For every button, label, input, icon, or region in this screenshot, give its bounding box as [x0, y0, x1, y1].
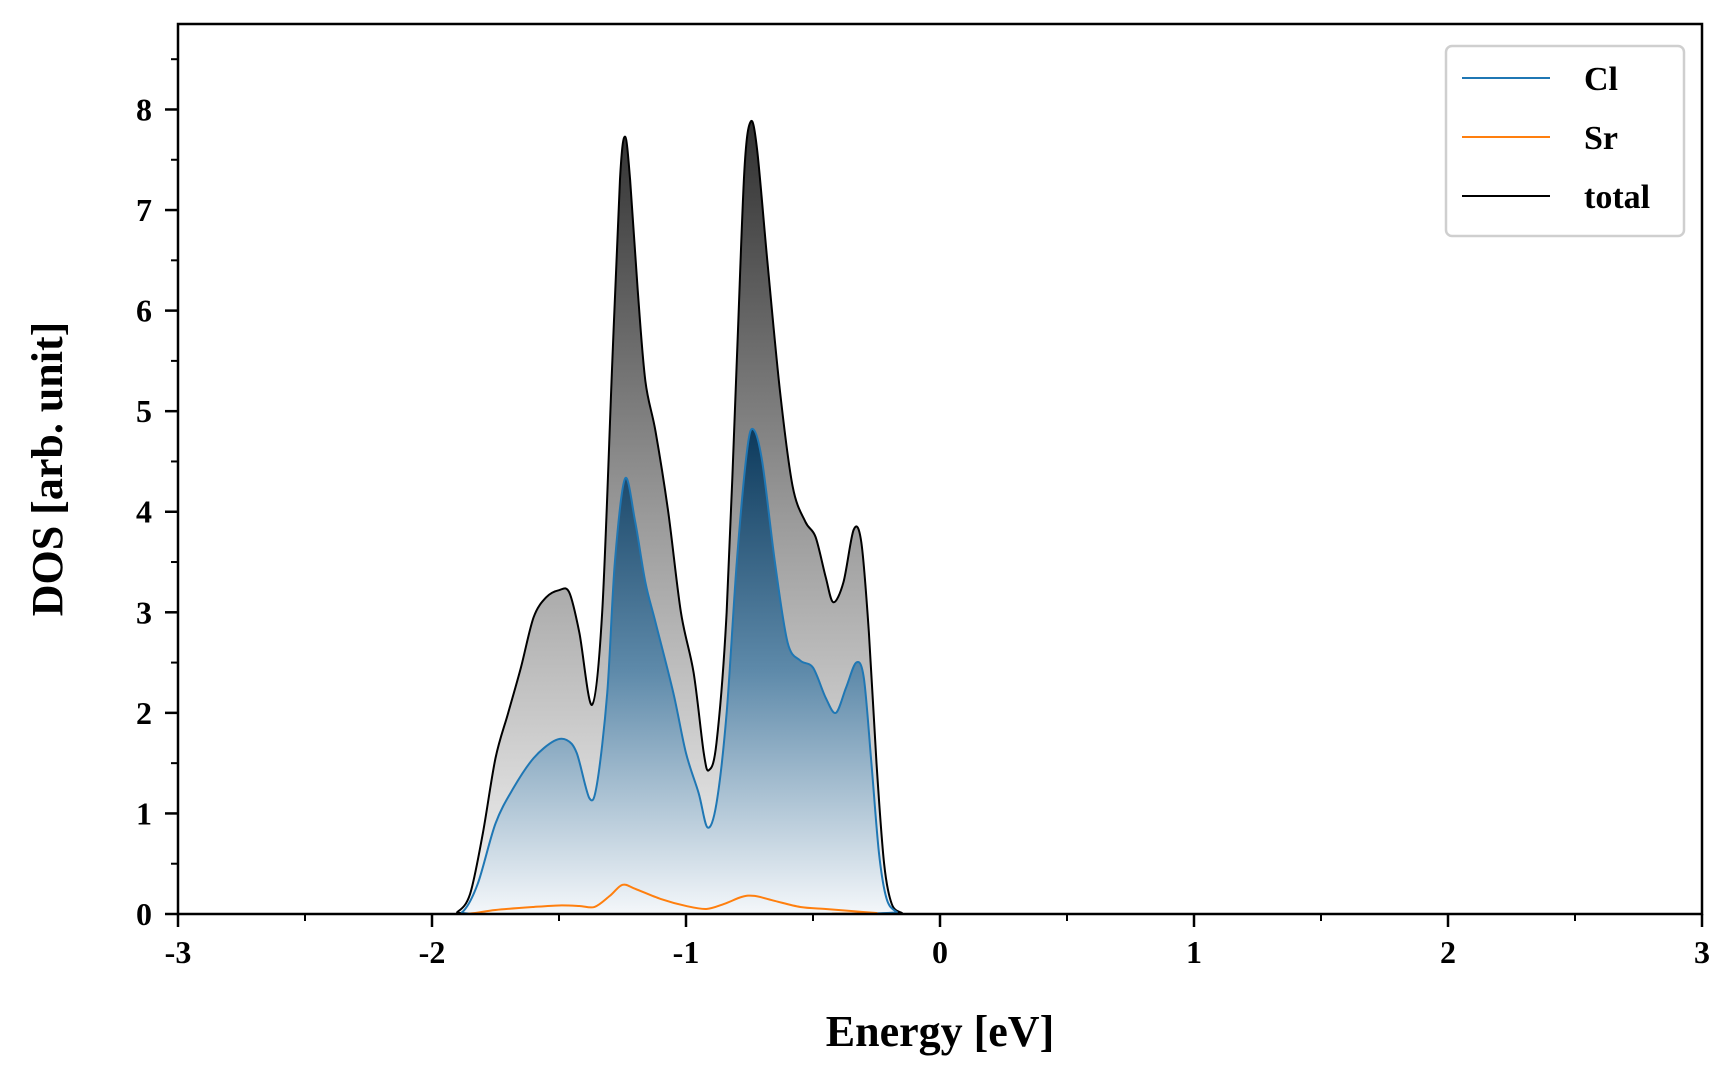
area-total — [178, 120, 1702, 914]
y-tick-label: 0 — [136, 896, 152, 932]
y-axis: 0 1 2 3 4 5 6 7 8 — [136, 58, 178, 932]
legend-label-sr: Sr — [1584, 120, 1618, 157]
y-tick-label: 6 — [136, 293, 152, 329]
x-tick-label: 1 — [1186, 934, 1202, 970]
line-total — [177, 119, 1702, 916]
y-axis-title: DOS [arb. unit] — [23, 322, 72, 617]
x-tick-label: 0 — [932, 934, 948, 970]
x-tick-label: -3 — [165, 934, 192, 970]
legend-label-cl: Cl — [1584, 61, 1618, 98]
series-lines — [177, 119, 1702, 916]
y-tick-label: 7 — [136, 192, 152, 228]
y-tick-label: 2 — [136, 695, 152, 731]
legend-label-total: total — [1584, 179, 1650, 216]
y-tick-label: 3 — [136, 594, 152, 630]
x-tick-label: 3 — [1694, 934, 1710, 970]
line-cl — [177, 427, 1702, 916]
legend: Cl Sr total — [1444, 44, 1686, 238]
line-sr — [177, 883, 1702, 916]
series-fills — [178, 120, 1702, 914]
x-tick-label: 2 — [1440, 934, 1456, 970]
legend-box — [1444, 44, 1686, 238]
x-tick-label: -2 — [419, 934, 446, 970]
y-tick-label: 4 — [136, 494, 152, 530]
x-axis-title: Energy [eV] — [826, 1007, 1055, 1056]
x-tick-label: -1 — [673, 934, 700, 970]
x-axis: -3 -2 -1 0 1 2 3 — [165, 914, 1710, 970]
area-cl — [178, 428, 1702, 914]
y-tick-label: 1 — [136, 795, 152, 831]
y-tick-label: 8 — [136, 91, 152, 127]
y-tick-label: 5 — [136, 393, 152, 429]
